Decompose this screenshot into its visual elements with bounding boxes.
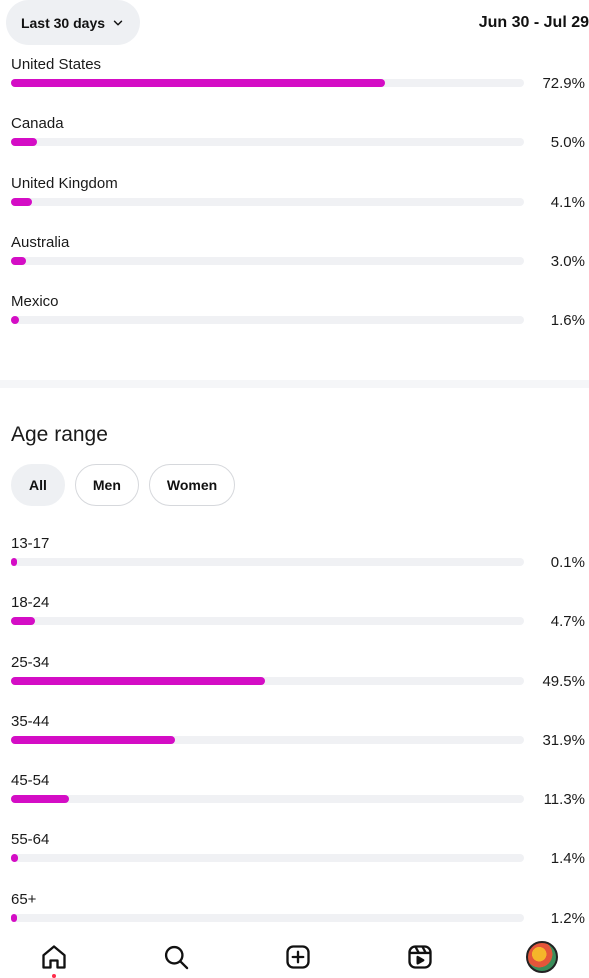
age-label: 25-34 <box>11 653 50 671</box>
country-percent: 3.0% <box>550 252 585 270</box>
age-bar-track <box>11 913 524 922</box>
country-list: United States 72.9% Canada 5.0% United Kingd… <box>0 56 589 352</box>
age-label: 55-64 <box>11 831 50 849</box>
country-percent: 1.6% <box>550 312 585 330</box>
gender-filter-chips: All Men Women <box>11 464 236 506</box>
age-bar-fill <box>11 676 265 685</box>
country-label: Australia <box>11 233 70 251</box>
age-bar-fill <box>11 795 69 804</box>
age-label: 13-17 <box>11 535 50 552</box>
country-bar-track <box>11 316 524 325</box>
age-row: 18-24 4.7% <box>0 594 589 653</box>
age-percent: 1.2% <box>550 909 585 927</box>
country-label: United States <box>11 56 102 73</box>
country-row: Canada 5.0% <box>0 115 589 174</box>
country-percent: 5.0% <box>550 134 585 152</box>
profile-avatar <box>526 941 558 973</box>
country-bar-track <box>11 79 524 87</box>
country-row: United States 72.9% <box>0 56 589 115</box>
filter-chip-all[interactable]: All <box>11 464 65 506</box>
age-bar-fill <box>11 735 175 744</box>
age-percent: 0.1% <box>550 554 585 571</box>
country-label: Mexico <box>11 293 59 311</box>
filter-chip-women[interactable]: Women <box>148 464 236 506</box>
country-bar-fill <box>11 256 27 265</box>
country-row: Australia 3.0% <box>0 234 589 293</box>
age-label: 65+ <box>11 890 37 908</box>
age-bar-fill <box>11 913 18 922</box>
age-row: 65+ 1.2% <box>0 891 589 950</box>
country-bar-fill <box>11 79 385 87</box>
age-bar-track <box>11 558 524 566</box>
date-range-text: Jun 30 - Jul 29 <box>478 14 589 31</box>
country-bar-track <box>11 197 524 206</box>
age-label: 45-54 <box>11 772 50 790</box>
bottom-nav-bar <box>0 936 589 978</box>
age-row: 55-64 1.4% <box>0 831 589 890</box>
search-icon <box>164 945 189 970</box>
age-range-title: Age range <box>11 423 108 446</box>
date-range-dropdown[interactable]: Last 30 days <box>6 0 140 45</box>
reels-icon <box>408 945 432 969</box>
age-row: 25-34 49.5% <box>0 654 589 713</box>
age-percent: 1.4% <box>550 850 585 868</box>
section-divider <box>0 380 589 388</box>
country-bar-fill <box>11 138 37 147</box>
age-range-list: 13-17 0.1% 18-24 4.7% 25-34 49.5% 35-44 31.9% 45… <box>0 535 589 950</box>
country-bar-track <box>11 138 524 147</box>
home-active-dot <box>52 974 56 978</box>
chevron-down-icon <box>113 20 123 25</box>
home-icon <box>42 945 66 969</box>
age-bar-track <box>11 735 524 744</box>
nav-profile-button[interactable] <box>526 941 558 973</box>
age-percent: 11.3% <box>543 791 585 809</box>
age-bar-fill <box>11 617 36 626</box>
age-row: 13-17 0.1% <box>0 535 589 594</box>
age-percent: 31.9% <box>542 731 585 749</box>
country-label: Canada <box>11 115 64 133</box>
country-percent: 72.9% <box>542 75 585 92</box>
nav-home-button[interactable] <box>38 941 70 973</box>
country-bar-track <box>11 256 524 265</box>
age-bar-track <box>11 676 524 685</box>
nav-reels-button[interactable] <box>404 941 436 973</box>
filter-chip-men[interactable]: Men <box>74 464 139 506</box>
age-bar-track <box>11 795 524 804</box>
age-bar-fill <box>11 854 19 863</box>
age-row: 45-54 11.3% <box>0 772 589 831</box>
date-range-dropdown-label: Last 30 days <box>20 14 106 31</box>
age-bar-fill <box>11 558 17 566</box>
top-bar: Last 30 days Jun 30 - Jul 29 <box>0 0 589 56</box>
country-percent: 4.1% <box>550 193 585 211</box>
country-row: United Kingdom 4.1% <box>0 175 589 234</box>
create-icon <box>286 945 310 969</box>
nav-search-button[interactable] <box>160 941 192 973</box>
age-bar-track <box>11 854 524 863</box>
age-label: 35-44 <box>11 712 50 730</box>
country-label: United Kingdom <box>11 174 118 192</box>
age-row: 35-44 31.9% <box>0 713 589 772</box>
age-percent: 4.7% <box>550 613 585 631</box>
nav-create-button[interactable] <box>282 941 314 973</box>
country-bar-fill <box>11 197 33 206</box>
age-percent: 49.5% <box>542 672 585 690</box>
age-label: 18-24 <box>11 594 50 612</box>
country-row: Mexico 1.6% <box>0 293 589 352</box>
age-bar-track <box>11 617 524 626</box>
country-bar-fill <box>11 316 20 325</box>
